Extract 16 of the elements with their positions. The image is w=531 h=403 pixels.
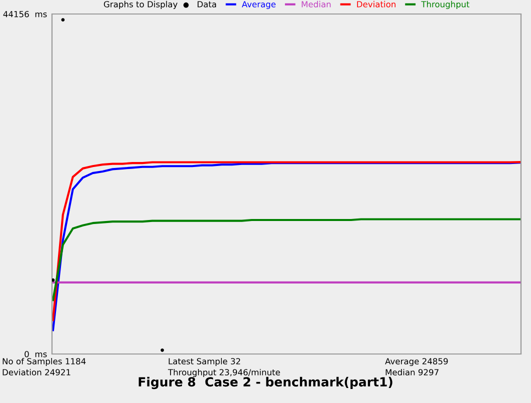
- text: Average 24859: [385, 358, 448, 366]
- legend-label: Deviation: [357, 0, 396, 8]
- legend-label: Median: [302, 0, 331, 8]
- legend-label: Average: [242, 1, 276, 9]
- line-series: [52, 218, 521, 302]
- text: No of Samples 1184: [2, 358, 86, 366]
- y-tick-label: 44156 ms: [3, 10, 47, 18]
- text: Figure 8 Case 2 - benchmark(part1): [138, 376, 392, 390]
- text: Deviation 24921: [2, 368, 70, 376]
- text: Median 9297: [386, 368, 438, 376]
- text: Latest Sample 32: [168, 358, 240, 366]
- y-tick-label: 0 ms: [24, 350, 47, 358]
- legend-label: Data: [198, 1, 216, 8]
- text: Throughput 23,946/minute: [168, 368, 280, 378]
- legend-label: Throughput: [421, 0, 470, 9]
- legend-title: Graphs to Display: [104, 0, 178, 9]
